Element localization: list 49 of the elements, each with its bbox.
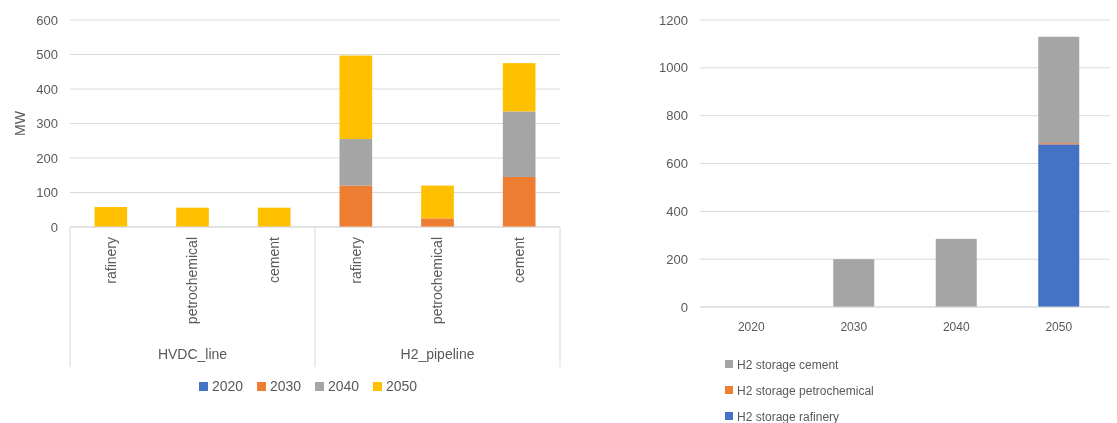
legend-label: 2040 xyxy=(328,378,360,394)
y-tick-label: 300 xyxy=(36,116,58,132)
text: H2_pipeline xyxy=(400,346,475,362)
bar xyxy=(502,111,536,177)
x-tick-label: cement xyxy=(266,236,283,283)
y-tick-label: 500 xyxy=(36,47,58,63)
x-tick-label: petrochemical xyxy=(184,237,201,325)
bar xyxy=(935,238,977,307)
y-tick-label: 600 xyxy=(666,156,688,172)
y-tick-label: 400 xyxy=(36,81,58,97)
bar xyxy=(94,206,128,227)
legend-label: H2 storage rafinery xyxy=(737,410,840,423)
text: HVDC_line xyxy=(157,346,228,362)
x-tick-label: 2020 xyxy=(737,320,765,334)
x-tick-label: rafinery xyxy=(102,237,119,284)
y-tick-label: 100 xyxy=(36,185,58,201)
y-tick-label: 0 xyxy=(50,219,58,235)
y-tick-label: 400 xyxy=(666,203,688,219)
x-tick-label: 2050 xyxy=(1045,320,1073,334)
x-tick-label: 2030 xyxy=(840,320,868,334)
bar xyxy=(833,259,875,307)
bar xyxy=(502,176,536,227)
y-tick-label: 0 xyxy=(680,299,688,315)
y-tick-label: 800 xyxy=(666,108,688,124)
y-tick-label: 200 xyxy=(36,150,58,166)
bar xyxy=(502,63,536,112)
bar xyxy=(1038,144,1080,307)
legend-label: 2050 xyxy=(386,378,418,394)
y-tick-label: 200 xyxy=(666,251,688,267)
legend-label: 2030 xyxy=(270,378,302,394)
x-tick-label: 2040 xyxy=(942,320,970,334)
y-tick-label: 1200 xyxy=(659,12,688,28)
bar xyxy=(421,185,454,219)
bar xyxy=(339,185,373,227)
legend-label: 2020 xyxy=(212,378,244,394)
bar xyxy=(176,207,209,227)
legend-label: H2 storage cement xyxy=(737,358,840,372)
x-tick-label: cement xyxy=(511,236,528,283)
x-tick-label: rafinery xyxy=(347,237,364,284)
legend-label: H2 storage petrochemical xyxy=(737,384,874,398)
x-tick-label: petrochemical xyxy=(429,237,446,325)
bar xyxy=(339,55,373,140)
bar xyxy=(1038,36,1080,144)
y-tick-label: 1000 xyxy=(659,60,688,76)
y-tick-label: 600 xyxy=(36,12,58,28)
bar xyxy=(339,139,373,186)
y-axis-title: MW xyxy=(12,110,28,136)
bar xyxy=(421,218,454,227)
bar xyxy=(257,207,291,227)
